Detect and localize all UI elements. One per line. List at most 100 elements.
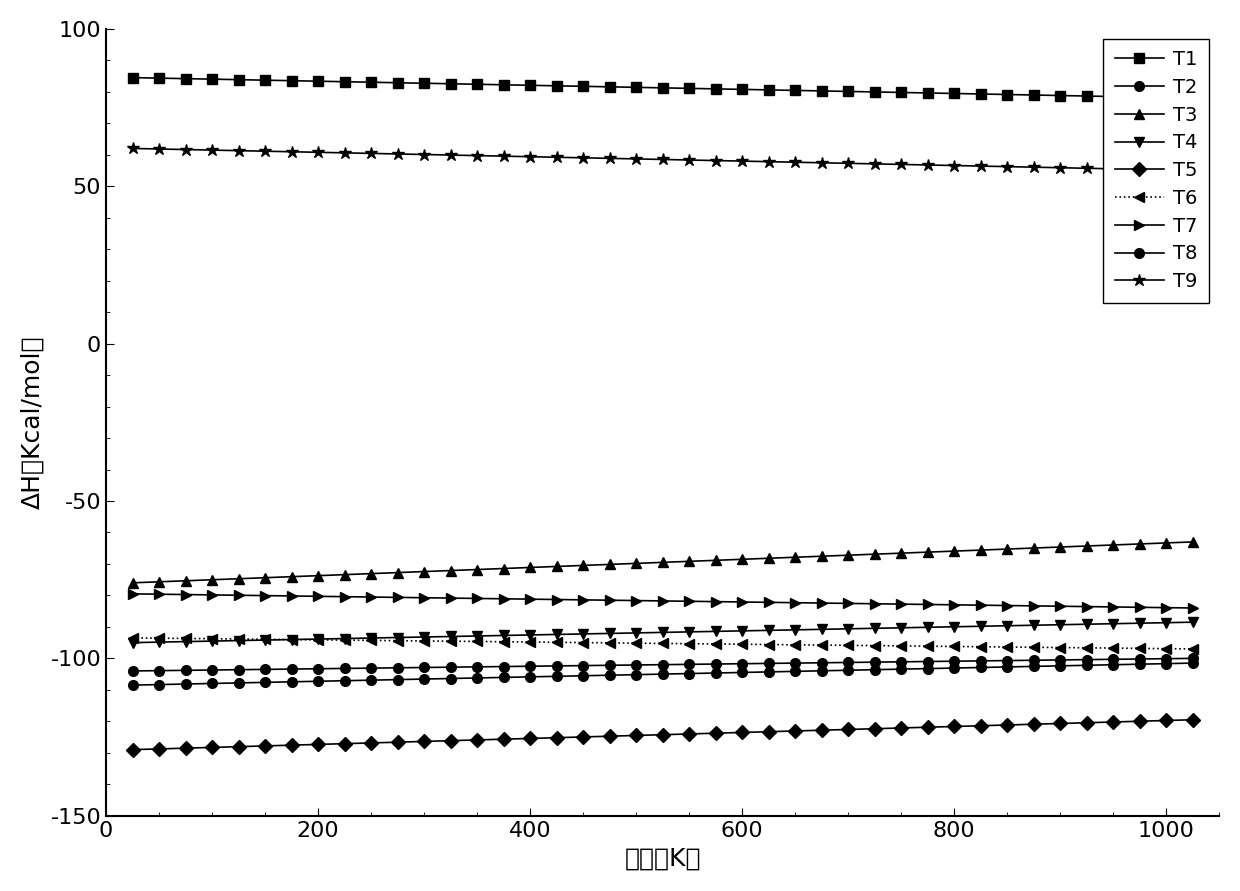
T6 [205, 634, 219, 644]
T7 [179, 589, 193, 600]
T7 [284, 591, 299, 601]
T9 [1027, 162, 1042, 173]
T5 [1185, 715, 1200, 725]
T1 [815, 86, 830, 96]
T7 [231, 590, 246, 601]
T3 [1158, 537, 1173, 548]
T2 [894, 664, 909, 674]
T4 [258, 634, 273, 645]
T1 [231, 74, 246, 85]
T2 [1132, 658, 1147, 669]
T2 [761, 666, 776, 677]
T6 [258, 634, 273, 644]
T5 [337, 739, 352, 749]
T6 [815, 640, 830, 650]
T9 [363, 148, 378, 159]
T4 [470, 631, 485, 642]
T5 [815, 725, 830, 736]
T8 [231, 665, 246, 675]
T5 [894, 723, 909, 733]
T1 [734, 84, 749, 94]
T5 [1158, 715, 1173, 726]
T9 [920, 159, 935, 170]
T4 [1053, 619, 1068, 630]
T7 [787, 597, 802, 608]
T2 [363, 674, 378, 685]
T6 [179, 634, 193, 644]
T5 [734, 727, 749, 738]
T8 [470, 661, 485, 672]
T9 [815, 158, 830, 168]
T8 [787, 658, 802, 668]
T4 [655, 627, 670, 638]
T6 [973, 642, 988, 652]
T6 [1027, 642, 1042, 652]
T3 [894, 548, 909, 559]
T3 [549, 561, 564, 572]
T3 [363, 568, 378, 579]
T9 [258, 146, 273, 157]
T5 [179, 743, 193, 754]
T8 [310, 664, 325, 674]
T8 [284, 664, 299, 674]
T2 [999, 662, 1014, 673]
T1 [310, 76, 325, 86]
T2 [205, 678, 219, 689]
Line: T6: T6 [128, 633, 1198, 654]
T8 [417, 662, 432, 673]
T1 [125, 72, 140, 83]
T6 [655, 638, 670, 649]
T5 [470, 734, 485, 745]
T6 [549, 637, 564, 648]
T5 [867, 723, 882, 734]
T4 [1185, 617, 1200, 627]
T2 [629, 669, 644, 680]
T1 [708, 84, 723, 94]
T4 [1158, 617, 1173, 628]
T6 [629, 638, 644, 649]
T5 [443, 735, 458, 746]
T1 [867, 86, 882, 97]
T4 [151, 637, 166, 648]
T9 [655, 154, 670, 165]
T3 [125, 577, 140, 588]
T7 [575, 594, 590, 605]
T6 [761, 639, 776, 650]
T2 [151, 679, 166, 690]
T2 [179, 679, 193, 690]
T4 [708, 626, 723, 637]
T2 [417, 674, 432, 684]
T1 [522, 80, 537, 91]
T3 [151, 576, 166, 587]
T7 [363, 592, 378, 602]
T1 [682, 83, 697, 94]
T5 [999, 720, 1014, 731]
T8 [815, 658, 830, 668]
T2 [787, 666, 802, 676]
T3 [284, 571, 299, 582]
T5 [496, 734, 511, 745]
T7 [205, 590, 219, 601]
T8 [1106, 654, 1121, 665]
T7 [151, 589, 166, 600]
T6 [231, 634, 246, 644]
T9 [337, 148, 352, 159]
T3 [417, 566, 432, 576]
T1 [787, 85, 802, 95]
T8 [894, 657, 909, 667]
T2 [470, 673, 485, 683]
T9 [1132, 164, 1147, 175]
T4 [867, 623, 882, 634]
T1 [179, 73, 193, 84]
T9 [470, 151, 485, 161]
T9 [973, 160, 988, 171]
T1 [470, 79, 485, 90]
T6 [999, 642, 1014, 652]
T8 [1053, 655, 1068, 666]
T4 [522, 630, 537, 641]
T7 [470, 593, 485, 604]
T4 [841, 624, 856, 634]
T9 [867, 159, 882, 169]
T1 [337, 77, 352, 87]
T9 [179, 144, 193, 155]
